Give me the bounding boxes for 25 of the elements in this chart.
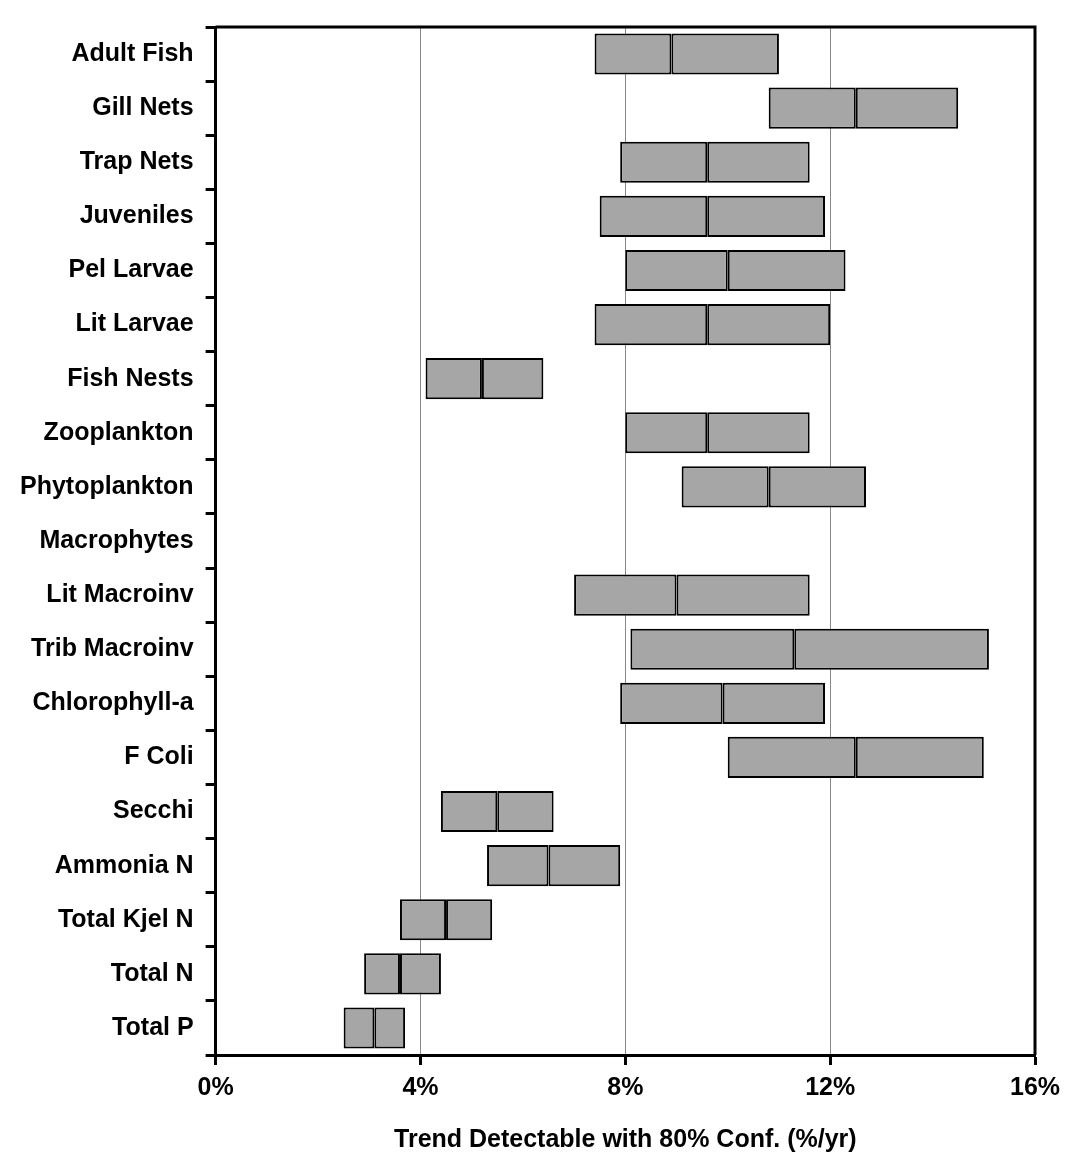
y-tick-label: Lit Larvae	[75, 308, 194, 337]
y-tick-label: Juveniles	[79, 200, 194, 229]
x-tick-label: 4%	[402, 1071, 439, 1100]
y-tick-label: Total Kjel N	[57, 903, 194, 932]
x-tick-label: 16%	[1009, 1071, 1061, 1100]
y-tick-label: Ammonia N	[54, 849, 194, 878]
y-tick-label: Trap Nets	[79, 146, 194, 175]
y-tick-label: Adult Fish	[71, 37, 194, 66]
y-tick-label: Lit Macroinv	[46, 579, 194, 607]
y-tick-label: Total P	[112, 1011, 194, 1040]
x-tick-label: 0%	[197, 1071, 234, 1100]
x-tick-label: 8%	[607, 1071, 644, 1100]
y-tick-label: Pel Larvae	[68, 254, 194, 283]
y-tick-label: Total N	[110, 957, 194, 986]
y-tick-label: Gill Nets	[92, 92, 194, 121]
y-tick-label: Fish Nests	[67, 362, 194, 391]
y-tick-label: Zooplankton	[43, 416, 194, 445]
y-tick-label: Trib Macroinv	[31, 633, 194, 662]
y-tick-label: Phytoplankton	[20, 470, 194, 499]
y-tick-label: Macrophytes	[39, 524, 194, 553]
y-tick-label: F Coli	[124, 741, 194, 770]
x-axis-title: Trend Detectable with 80% Conf. (%/yr)	[394, 1123, 857, 1152]
y-tick-label: Chlorophyll-a	[32, 687, 195, 716]
y-tick-label: Secchi	[113, 795, 194, 824]
x-tick-label: 12%	[805, 1071, 856, 1100]
